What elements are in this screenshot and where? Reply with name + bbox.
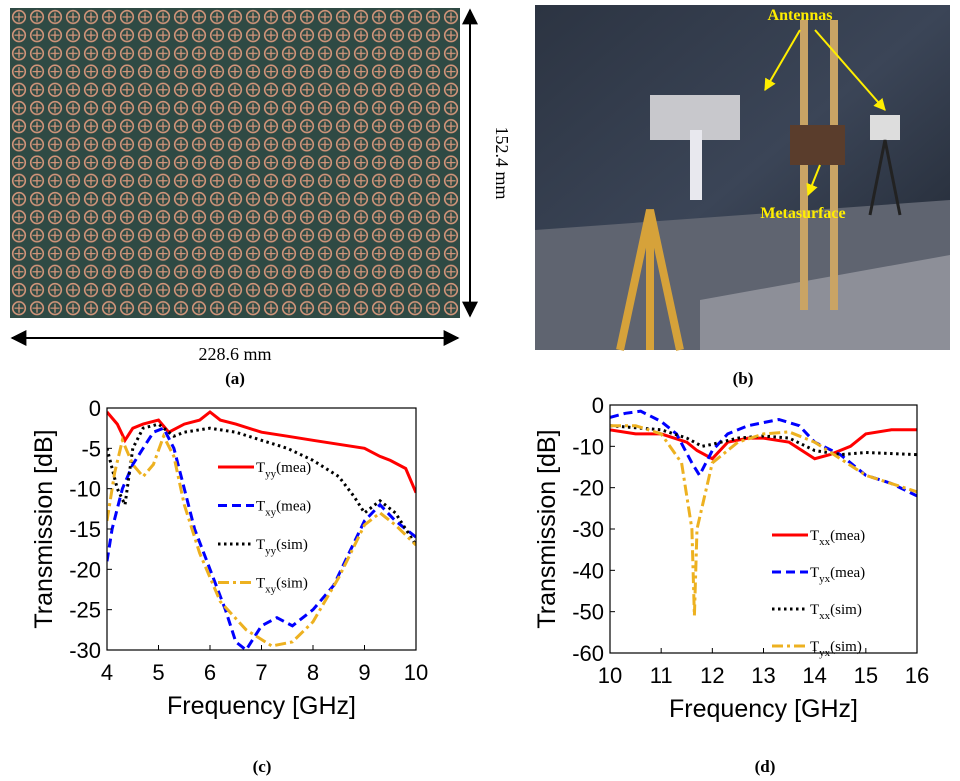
width-label: 228.6 mm	[198, 344, 271, 364]
legend-entry: Tyy(mea)	[256, 460, 311, 480]
series-line	[610, 409, 917, 498]
y-tick-label: -40	[572, 558, 604, 583]
series-line	[107, 432, 416, 648]
caption: (a)	[225, 369, 245, 388]
legend-entry: Tyy(sim)	[256, 537, 308, 557]
y-tick-label: -30	[572, 517, 604, 542]
x-tick-label: 7	[255, 660, 267, 685]
legend-entry: Txy(sim)	[256, 576, 308, 596]
y-tick-label: -10	[572, 434, 604, 459]
series-line	[107, 426, 416, 650]
measurement-photo	[535, 5, 950, 351]
x-tick-label: 10	[598, 663, 622, 688]
series-line	[610, 424, 917, 457]
x-axis-label: Frequency [GHz]	[167, 692, 356, 720]
y-tick-label: 0	[89, 396, 101, 421]
x-tick-label: 4	[101, 660, 113, 685]
x-tick-label: 10	[404, 660, 428, 685]
legend-entry: Txx(sim)	[810, 602, 862, 622]
height-label: 152.4 mm	[492, 126, 512, 199]
x-tick-label: 12	[700, 663, 724, 688]
legend-entry: Tyx(mea)	[810, 565, 865, 585]
x-tick-label: 5	[152, 660, 164, 685]
y-tick-label: -20	[69, 557, 101, 582]
series-line	[107, 410, 416, 494]
y-tick-label: -15	[69, 517, 101, 542]
y-axis-label: Transmission [dB]	[30, 429, 58, 628]
y-tick-label: -30	[69, 638, 101, 663]
x-axis-label: Frequency [GHz]	[669, 695, 858, 723]
x-tick-label: 9	[358, 660, 370, 685]
x-tick-label: 13	[751, 663, 775, 688]
x-tick-label: 6	[204, 660, 216, 685]
series-line	[107, 422, 416, 546]
x-tick-label: 15	[854, 663, 878, 688]
x-tick-label: 14	[802, 663, 826, 688]
metasurface-photo	[10, 8, 460, 318]
y-tick-label: -5	[81, 436, 101, 461]
caption: (c)	[253, 757, 272, 776]
y-tick-label: -25	[69, 598, 101, 623]
x-tick-label: 8	[307, 660, 319, 685]
antennas-label: Antennas	[768, 7, 833, 24]
series-line	[610, 424, 917, 616]
legend-entry: Txx(mea)	[810, 528, 865, 548]
y-tick-label: -60	[572, 641, 604, 666]
plot-frame	[609, 404, 918, 654]
y-axis-label: Transmission [dB]	[533, 429, 561, 628]
x-tick-label: 11	[650, 663, 673, 688]
legend-entry: Txy(mea)	[256, 499, 311, 519]
legend-entry: Tyx(sim)	[810, 639, 862, 659]
y-tick-label: -20	[572, 476, 604, 501]
plot-frame	[106, 407, 417, 651]
metasurface-label: Metasurface	[760, 205, 845, 222]
y-tick-label: 0	[592, 393, 604, 418]
caption: (d)	[755, 757, 776, 776]
x-tick-label: 16	[905, 663, 929, 688]
y-tick-label: -50	[572, 600, 604, 625]
caption: (b)	[733, 369, 754, 388]
y-tick-label: -10	[69, 477, 101, 502]
